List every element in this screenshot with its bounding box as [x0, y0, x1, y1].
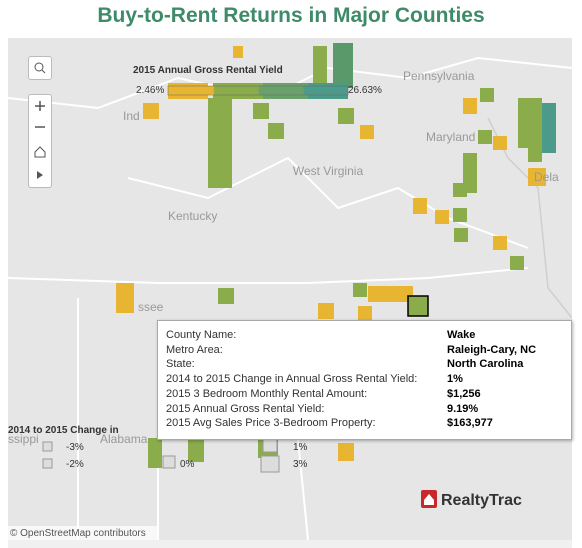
yield-legend-bar — [167, 85, 349, 96]
map-label: West Virginia — [293, 164, 364, 178]
county — [518, 98, 542, 148]
legend-swatch — [162, 455, 176, 469]
tooltip-label: State: — [166, 358, 195, 371]
county — [413, 198, 427, 214]
county — [313, 46, 327, 86]
county — [253, 103, 269, 119]
change-legend-item: 1% — [293, 442, 308, 453]
yield-legend-title: 2015 Annual Gross Rental Yield — [133, 65, 283, 76]
county — [358, 306, 372, 320]
tooltip: County Name: Wake Metro Area: Raleigh-Cary,… — [157, 320, 572, 440]
yield-legend-max: 26.63% — [348, 85, 382, 96]
page-title: Buy-to-Rent Returns in Major Counties — [97, 4, 485, 27]
change-legend-title: 2014 to 2015 Change in — [8, 425, 119, 436]
county — [143, 103, 159, 119]
tooltip-label: 2015 Avg Sales Price 3-Bedroom Property: — [166, 417, 376, 430]
change-legend-item: 0% — [180, 459, 195, 470]
county — [542, 103, 556, 153]
tooltip-value: 9.19% — [447, 402, 479, 415]
tooltip-value: 1% — [447, 373, 463, 386]
map-label: Alabama — [100, 432, 148, 446]
legend-swatch — [42, 458, 53, 469]
tooltip-label: 2015 Annual Gross Rental Yield: — [166, 402, 325, 415]
logo-house — [424, 494, 434, 505]
map-label: Dela — [534, 170, 559, 184]
search-icon — [34, 62, 46, 74]
map-label: Maryland — [426, 130, 475, 144]
county — [353, 283, 367, 297]
county — [268, 123, 284, 139]
tooltip-value: Raleigh-Cary, NC — [447, 343, 537, 356]
footer-strip — [8, 540, 572, 548]
change-legend-item: -2% — [66, 459, 84, 470]
county — [148, 438, 162, 468]
county — [435, 210, 449, 224]
map-label: ssee — [138, 300, 164, 314]
map-background — [8, 38, 572, 540]
county — [318, 303, 334, 319]
tooltip-value: Wake — [447, 329, 476, 341]
county-selected[interactable] — [407, 295, 429, 317]
county — [218, 288, 234, 304]
legend-swatch — [260, 455, 280, 473]
legend-swatch — [262, 437, 278, 453]
map-label: Pennsylvania — [403, 69, 475, 83]
yield-legend-min: 2.46% — [136, 85, 164, 96]
zoom-controls — [28, 94, 52, 188]
border — [8, 267, 529, 284]
county — [510, 256, 524, 270]
tooltip-label: 2014 to 2015 Change in Annual Gross Rent… — [166, 373, 418, 386]
tooltip-label: Metro Area: — [166, 343, 223, 356]
tooltip-value: North Carolina — [447, 358, 524, 371]
county — [453, 183, 467, 197]
attribution-bg — [8, 526, 158, 540]
county — [480, 88, 494, 102]
county — [493, 136, 507, 150]
map-label: Ind — [123, 109, 140, 123]
county — [453, 208, 467, 222]
county — [528, 148, 542, 162]
county — [333, 43, 353, 88]
zoom-icons[interactable] — [29, 95, 51, 187]
county — [338, 443, 354, 461]
county — [463, 98, 477, 114]
legend-swatch — [42, 441, 53, 452]
county — [368, 286, 413, 302]
map-label: ssippi — [8, 432, 39, 446]
county — [478, 130, 492, 144]
change-legend-item: 3% — [293, 459, 308, 470]
map-label: Kentucky — [168, 209, 217, 223]
county — [208, 98, 232, 188]
attribution[interactable]: © OpenStreetMap contributors — [10, 528, 146, 539]
county — [528, 168, 546, 186]
change-legend-item: -3% — [66, 442, 84, 453]
county — [360, 125, 374, 139]
county — [454, 228, 468, 242]
tooltip-label: 2015 3 Bedroom Monthly Rental Amount: — [166, 387, 368, 400]
search-button[interactable] — [28, 56, 52, 80]
tooltip-value: $163,977 — [447, 417, 493, 430]
county — [338, 108, 354, 124]
county — [116, 283, 134, 313]
county — [493, 236, 507, 250]
logo: RealtyTrac — [441, 492, 522, 509]
county — [233, 46, 243, 58]
county — [188, 438, 204, 462]
tooltip-value: $1,256 — [447, 387, 481, 400]
tooltip-label: County Name: — [166, 329, 237, 341]
map[interactable]: 2015 Annual Gross Rental Yield 2.46% 26.… — [8, 38, 572, 540]
